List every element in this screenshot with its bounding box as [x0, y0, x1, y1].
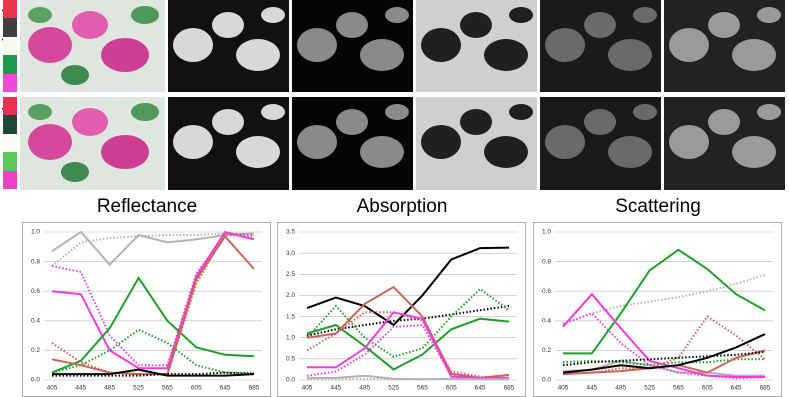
y-tick-label: 3.0	[286, 250, 295, 257]
series-line	[307, 377, 509, 381]
y-tick-label: 0.0	[31, 377, 40, 384]
series-line	[51, 232, 254, 267]
series-line	[562, 292, 765, 378]
series-line	[562, 273, 766, 325]
channel-image	[664, 0, 785, 92]
series-line	[306, 287, 510, 358]
x-tick-label: 685	[760, 385, 771, 392]
chart: 0.0 0.5 1.0 1.5 2.0 2.5 3.0 3.5 405 445 485 525 565 6…	[277, 222, 526, 397]
y-tick-label: 2.5	[286, 271, 295, 278]
y-tick-label: 1.5	[286, 313, 295, 320]
series-line	[51, 232, 255, 376]
y-tick-label: 1.0	[542, 229, 551, 236]
y-tick-label: 0.5	[286, 356, 295, 363]
y-tick-label: 0.6	[31, 288, 40, 295]
channel-image	[540, 0, 661, 92]
series-line	[51, 276, 255, 374]
channel-image	[292, 0, 413, 92]
y-tick-label: 0.2	[31, 347, 40, 354]
x-tick-label: 485	[615, 385, 626, 392]
channel-image	[168, 0, 289, 92]
y-tick-label: 0.4	[542, 318, 551, 325]
series-line	[562, 312, 766, 380]
y-tick-label: 1.0	[286, 334, 295, 341]
x-tick-label: 565	[162, 385, 173, 392]
x-tick-label: 645	[220, 385, 231, 392]
channel-image	[664, 97, 785, 190]
channel-image	[540, 97, 661, 190]
channel-image	[416, 97, 537, 190]
x-tick-label: 405	[47, 385, 58, 392]
series-line	[51, 230, 255, 267]
channel-image	[168, 97, 289, 190]
x-tick-label: 445	[586, 385, 597, 392]
series-line	[563, 248, 766, 355]
x-tick-label: 685	[249, 385, 260, 392]
series-line	[306, 305, 510, 337]
series-line	[51, 328, 254, 374]
chart: 0.0 0.2 0.4 0.6 0.8 1.0 405 445 485 525 565 605 645 6…	[533, 222, 782, 397]
channel-image	[292, 97, 413, 190]
x-tick-label: 405	[302, 385, 313, 392]
x-tick-label: 565	[417, 385, 428, 392]
chart-title: Reflectance	[96, 196, 198, 217]
x-tick-label: 525	[388, 385, 399, 392]
x-tick-label: 605	[191, 385, 202, 392]
x-tick-label: 605	[702, 385, 713, 392]
chart-title: Absorption	[356, 196, 448, 217]
painting	[20, 97, 165, 190]
x-tick-label: 645	[731, 385, 742, 392]
x-tick-label: 525	[644, 385, 655, 392]
series-line	[52, 368, 255, 377]
y-tick-label: 0.0	[286, 377, 295, 384]
series-line	[52, 371, 255, 377]
x-tick-label: 525	[133, 385, 144, 392]
x-tick-label: 645	[475, 385, 486, 392]
series-line	[562, 315, 766, 376]
swatches	[3, 97, 17, 189]
y-tick-label: 0.8	[542, 258, 551, 265]
x-tick-label: 485	[104, 385, 115, 392]
series-line	[306, 323, 509, 379]
x-tick-label: 445	[75, 385, 86, 392]
x-tick-label: 685	[504, 385, 515, 392]
series-line	[306, 246, 510, 327]
y-tick-label: 0.8	[31, 258, 40, 265]
x-tick-label: 605	[446, 385, 457, 392]
series-line	[306, 311, 510, 379]
y-tick-label: 3.5	[286, 229, 295, 236]
x-tick-label: 445	[330, 385, 341, 392]
x-tick-label: 405	[558, 385, 569, 392]
series-line	[51, 230, 255, 370]
y-tick-label: 2.0	[286, 292, 295, 299]
x-tick-label: 565	[673, 385, 684, 392]
series-line	[562, 333, 766, 374]
channel-image	[416, 0, 537, 92]
series-line	[562, 350, 766, 367]
painting	[20, 0, 165, 92]
x-tick-label: 485	[359, 385, 370, 392]
swatches	[3, 0, 17, 92]
y-tick-label: 1.0	[31, 229, 40, 236]
y-tick-label: 0.0	[542, 377, 551, 384]
y-tick-label: 0.6	[542, 288, 551, 295]
chart-title: Scattering	[615, 196, 701, 217]
y-tick-label: 0.4	[31, 318, 40, 325]
chart: 0.0 0.2 0.4 0.6 0.8 1.0 405 445 485 525 565 605 645 6…	[22, 222, 271, 397]
y-tick-label: 0.2	[542, 347, 551, 354]
